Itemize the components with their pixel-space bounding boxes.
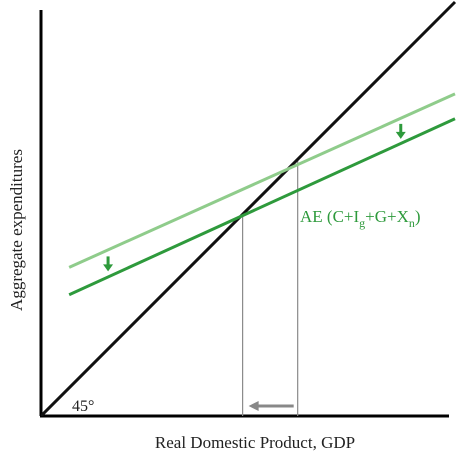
ae-line-original <box>69 94 455 267</box>
y-axis-label: Aggregate expenditures <box>7 149 26 311</box>
downward-shift-arrow-right <box>396 124 406 139</box>
ae-line-label: AE (C+Ig+G+Xn) <box>300 207 421 230</box>
ae-label-suffix: +G+X <box>365 207 409 226</box>
x-axis-label: Real Domestic Product, GDP <box>155 433 355 452</box>
gdp-decrease-arrow <box>249 401 294 411</box>
ae-label-prefix: AE (C+I <box>300 207 359 226</box>
forty-five-degree-label: 45° <box>72 398 94 415</box>
downward-shift-arrow-left <box>103 256 113 271</box>
ae-label-close: ) <box>415 207 421 226</box>
